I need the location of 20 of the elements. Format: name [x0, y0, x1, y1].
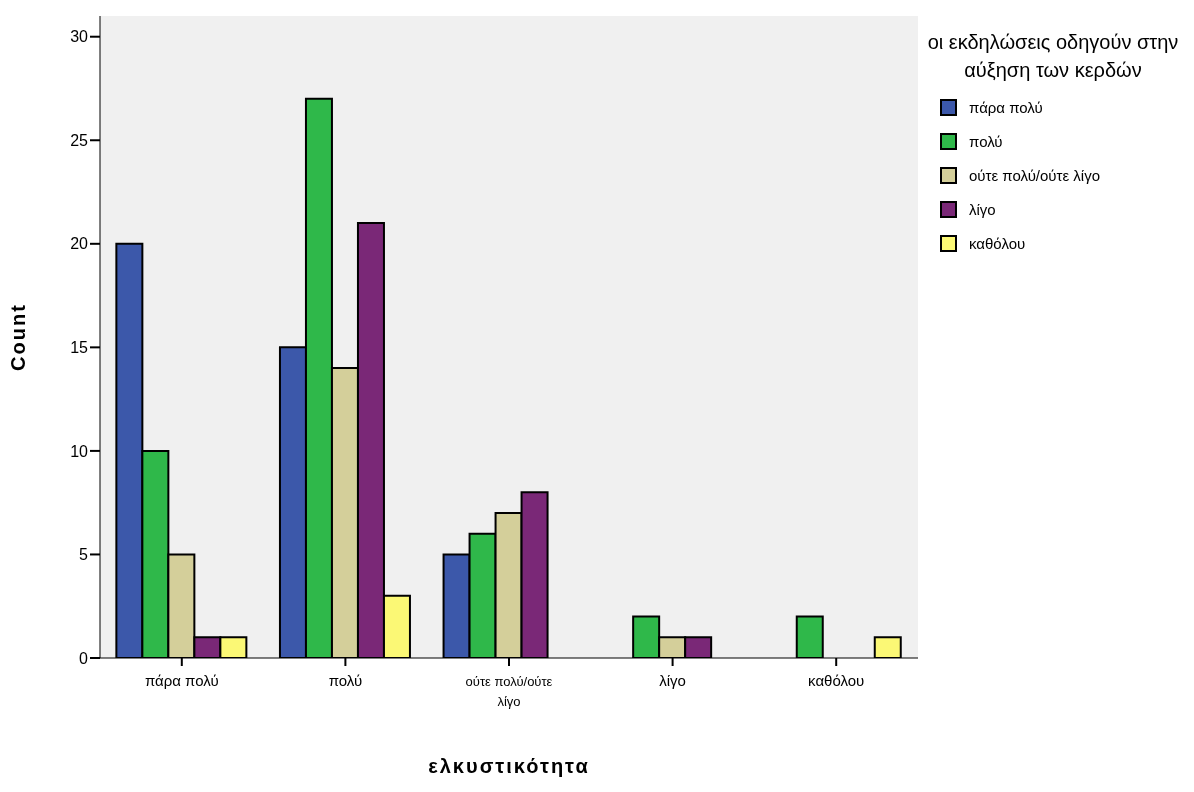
y-tick-label: 30 — [70, 28, 89, 46]
y-axis-title: Count — [7, 303, 30, 371]
legend-label: καθόλου — [968, 233, 1027, 254]
legend-label: πάρα πολύ — [968, 97, 1044, 118]
x-tick-label: πολύ — [328, 672, 363, 689]
y-tick-label: 20 — [70, 235, 89, 253]
legend-label: λίγο — [968, 199, 997, 220]
y-tick-label: 0 — [79, 649, 89, 667]
legend-label: πολύ — [968, 131, 1004, 152]
x-tick-label: λίγο — [659, 672, 686, 689]
y-tick-label: 10 — [70, 442, 89, 460]
y-tick-label: 25 — [70, 131, 89, 149]
x-tick-label: πάρα πολύ — [144, 672, 219, 689]
legend-label: ούτε πολύ/ούτε λίγο — [968, 165, 1102, 186]
x-axis-title: ελκυστικότητα — [428, 755, 590, 777]
x-tick-label: ούτε πολύ/ούτε λίγο — [465, 674, 553, 709]
y-tick-label: 5 — [79, 546, 89, 564]
legend-title: οι εκδηλώσεις οδηγούν στην αύξηση των κερδών — [926, 30, 1180, 83]
x-tick-label: καθόλου — [808, 672, 865, 689]
y-tick-label: 15 — [70, 339, 89, 357]
